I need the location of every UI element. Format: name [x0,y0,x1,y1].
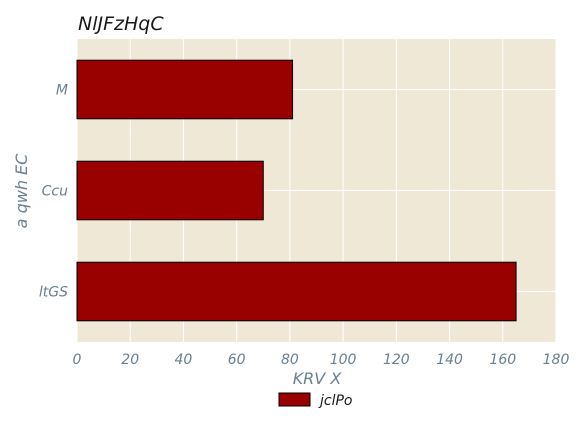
legend-swatch [279,393,310,406]
x-tick-label: 20 [121,352,139,368]
x-tick-label: 0 [73,352,82,368]
x-tick-label: 120 [383,352,410,368]
y-axis-ticks: ltGS Ccu M [39,83,68,301]
x-tick-label: 160 [489,352,516,368]
chart-title: NlJFzHqC [78,13,164,35]
x-tick-label: 180 [543,352,570,368]
x-tick-label: 60 [228,352,246,368]
y-axis-label: a qwh EC [12,153,31,228]
legend: jclPo [279,393,352,409]
x-tick-label: 140 [436,352,463,368]
y-tick-label: M [56,83,68,99]
legend-label: jclPo [318,393,352,409]
bar-M [77,60,293,119]
x-tick-label: 40 [175,352,193,368]
bar-Ccu [77,161,263,220]
x-axis-ticks: 0 20 40 60 80 100 120 140 160 180 [73,352,570,368]
x-axis-label: KRV X [293,369,343,388]
y-tick-label: ltGS [39,285,68,301]
bar-ltGS [77,262,516,321]
x-tick-label: 80 [281,352,299,368]
y-tick-label: Ccu [42,184,68,200]
x-tick-label: 100 [330,352,357,368]
